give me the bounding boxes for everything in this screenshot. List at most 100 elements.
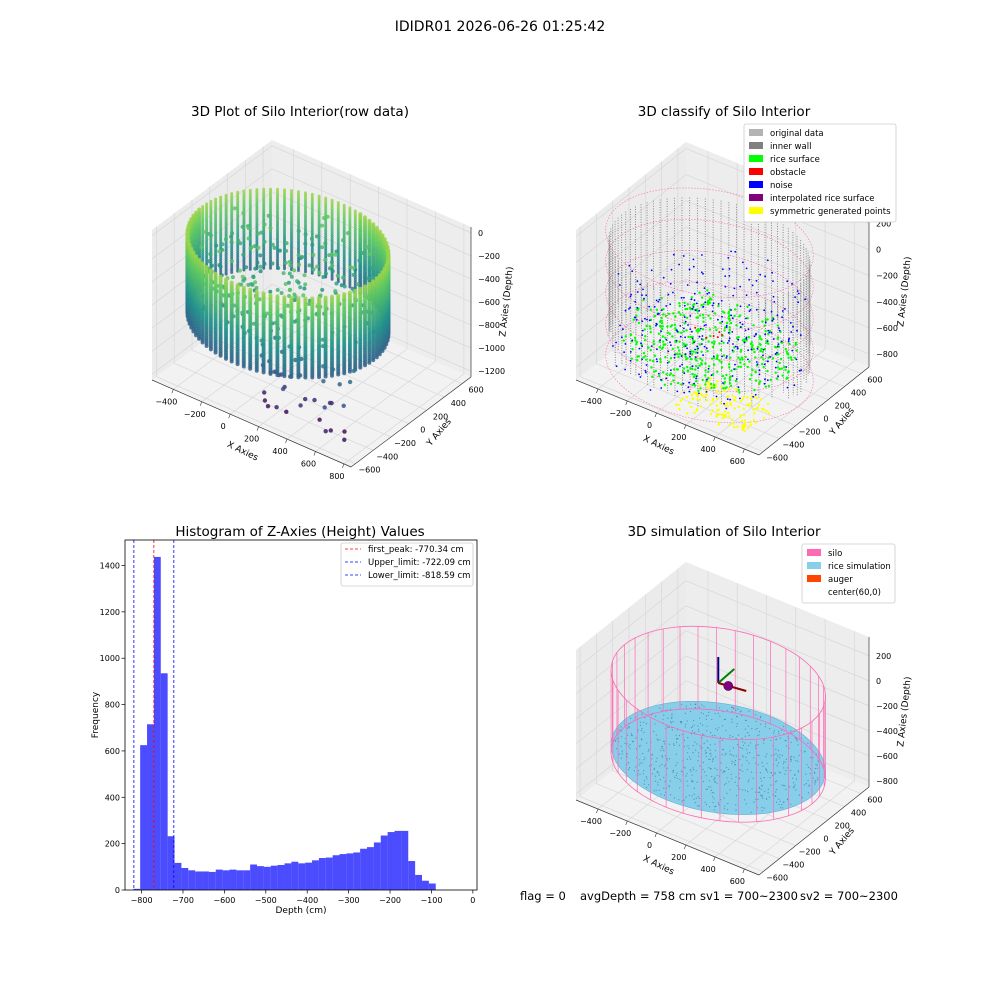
data-point — [205, 212, 209, 216]
data-point — [353, 263, 357, 267]
rice-surface-point — [723, 381, 727, 384]
noise-point — [657, 300, 660, 303]
rice-surface-point — [678, 304, 681, 308]
data-point — [336, 207, 340, 211]
data-point — [248, 192, 252, 196]
data-point — [283, 217, 286, 221]
rice-surface-point — [698, 364, 701, 367]
legend-label: symmetric generated points — [770, 207, 891, 217]
data-point — [255, 202, 259, 206]
data-point — [206, 259, 211, 264]
symmetric-point — [734, 396, 737, 399]
obstacle-point — [718, 331, 721, 334]
rice-surface-point — [718, 342, 721, 345]
data-point — [274, 405, 279, 410]
histogram-bar — [277, 864, 285, 890]
data-point — [214, 243, 219, 248]
noise-point — [641, 329, 644, 332]
rice-surface-point — [630, 357, 633, 360]
data-point — [310, 203, 314, 207]
data-point — [236, 192, 240, 196]
symmetric-point — [705, 393, 708, 396]
rice-surface-point — [678, 349, 681, 352]
data-point — [248, 267, 252, 271]
symmetric-point — [767, 412, 771, 415]
rice-surface-point — [717, 304, 720, 308]
symmetric-point — [717, 423, 721, 426]
noise-point — [673, 356, 676, 359]
data-point — [342, 264, 346, 267]
noise-point — [766, 259, 769, 262]
data-point — [330, 236, 334, 240]
rice-surface-point — [637, 321, 641, 325]
data-point — [276, 227, 279, 231]
rice-surface-point — [706, 301, 709, 304]
data-point — [209, 208, 213, 212]
data-point — [248, 242, 252, 246]
rice-surface-point — [660, 297, 663, 300]
rice-surface-point — [666, 325, 669, 328]
data-point — [342, 226, 346, 230]
data-point — [342, 222, 346, 226]
data-point — [317, 229, 321, 233]
noise-point — [739, 305, 742, 308]
noise-point — [739, 326, 742, 328]
z-tick-label: −1000 — [478, 344, 505, 353]
data-point — [342, 230, 346, 234]
histogram-bar — [229, 869, 237, 890]
noise-point — [629, 351, 632, 353]
rice-surface-point — [706, 350, 709, 353]
data-point — [324, 225, 328, 229]
noise-point — [736, 347, 739, 350]
data-point — [310, 230, 314, 234]
rice-surface-point — [671, 347, 674, 351]
symmetric-point — [719, 391, 722, 394]
data-point — [336, 201, 340, 205]
data-point — [287, 271, 292, 276]
data-point — [290, 236, 293, 240]
data-point — [317, 219, 321, 223]
rice-surface-point — [766, 318, 769, 321]
data-point — [333, 289, 338, 294]
noise-point — [700, 271, 703, 274]
symmetric-point — [715, 390, 718, 394]
obstacle-point — [712, 335, 715, 337]
noise-point — [665, 338, 668, 341]
rice-surface-point — [762, 358, 765, 361]
data-point — [353, 215, 357, 219]
histogram-bar — [387, 832, 395, 890]
rice-surface-point — [698, 343, 702, 346]
noise-point — [656, 348, 658, 351]
rice-surface-point — [672, 374, 675, 377]
rice-surface-point — [789, 356, 793, 359]
symmetric-point — [762, 417, 766, 420]
noise-point — [631, 339, 634, 342]
data-point — [283, 205, 286, 208]
data-point — [317, 259, 321, 262]
rice-surface-point — [746, 305, 749, 308]
data-point — [336, 255, 340, 259]
data-point — [205, 248, 209, 252]
rice-surface-point — [737, 336, 740, 339]
rice-surface-point — [673, 323, 677, 327]
data-point — [269, 252, 272, 256]
symmetric-point — [728, 415, 731, 418]
noise-point — [721, 268, 724, 271]
rice-surface-point — [701, 313, 705, 316]
data-point — [276, 208, 279, 212]
data-point — [270, 261, 275, 266]
rice-surface-point — [649, 349, 652, 352]
y-tick-label: −200 — [394, 439, 416, 448]
data-point — [269, 191, 272, 195]
data-point — [258, 253, 263, 258]
y-axis-line — [350, 376, 472, 468]
data-point — [304, 262, 307, 265]
rice-surface-point — [660, 347, 664, 350]
rice-surface-point — [684, 307, 687, 311]
noise-point — [734, 345, 737, 348]
noise-point — [683, 296, 685, 299]
rice-surface-point — [702, 303, 705, 306]
rice-surface-point — [685, 329, 688, 332]
data-point — [335, 273, 340, 278]
data-point — [232, 206, 237, 211]
